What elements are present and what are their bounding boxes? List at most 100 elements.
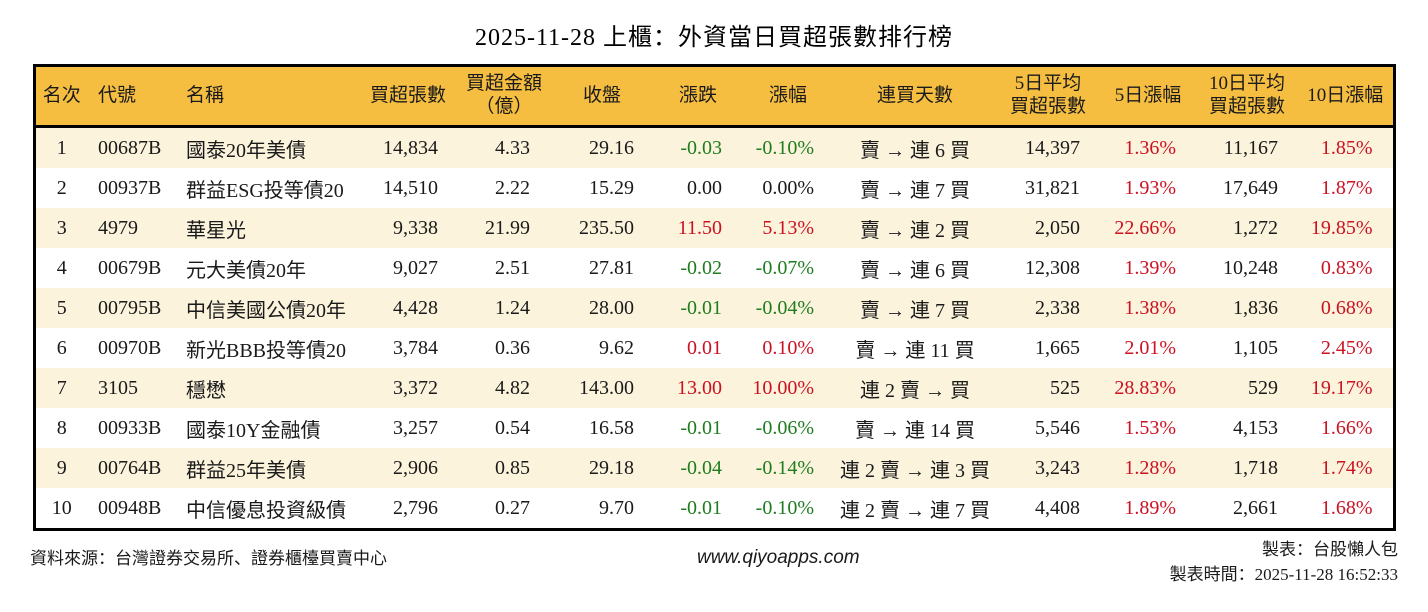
- cell-net_buy_amount: 0.27: [458, 488, 550, 530]
- cell-avg10_volume: 529: [1196, 368, 1298, 408]
- cell-avg5_volume: 12,308: [996, 248, 1100, 288]
- cell-close: 143.00: [550, 368, 654, 408]
- cell-pct10: 2.45%: [1298, 328, 1394, 368]
- cell-code: 00764B: [88, 448, 176, 488]
- cell-avg5_volume: 5,546: [996, 408, 1100, 448]
- cell-change: -0.01: [654, 488, 742, 530]
- table-header: 名次 代號 名稱 買超張數 買超金額 （億） 收盤 漲跌 漲幅 連買天數 5日平均 買超張數 5日漲…: [34, 65, 1394, 128]
- cell-rank: 10: [34, 488, 88, 530]
- table-row: 6 00970B 新光BBB投等債20 3,784 0.36 9.62 0.01 0.10% 賣…: [34, 328, 1394, 368]
- cell-rank: 4: [34, 248, 88, 288]
- cell-avg5_volume: 1,665: [996, 328, 1100, 368]
- cell-close: 29.16: [550, 126, 654, 168]
- cell-close: 27.81: [550, 248, 654, 288]
- cell-net_buy_volume: 9,027: [358, 248, 458, 288]
- cell-pct10: 0.83%: [1298, 248, 1394, 288]
- column-header-net_buy_volume: 買超張數: [358, 65, 458, 128]
- cell-rank: 2: [34, 168, 88, 208]
- cell-avg5_volume: 2,338: [996, 288, 1100, 328]
- cell-net_buy_volume: 4,428: [358, 288, 458, 328]
- cell-streak: 連 2 賣 → 連 3 買: [834, 448, 996, 488]
- cell-change: 0.00: [654, 168, 742, 208]
- cell-change_pct: -0.10%: [742, 126, 834, 168]
- table-row: 1 00687B 國泰20年美債 14,834 4.33 29.16 -0.03 -0.10%…: [34, 126, 1394, 168]
- cell-close: 9.70: [550, 488, 654, 530]
- cell-avg5_volume: 3,243: [996, 448, 1100, 488]
- header-row: 名次 代號 名稱 買超張數 買超金額 （億） 收盤 漲跌 漲幅 連買天數 5日平均 買超張數 5日漲…: [34, 65, 1394, 128]
- cell-rank: 9: [34, 448, 88, 488]
- cell-net_buy_volume: 3,372: [358, 368, 458, 408]
- cell-streak: 賣 → 連 7 買: [834, 168, 996, 208]
- table-body: 1 00687B 國泰20年美債 14,834 4.33 29.16 -0.03 -0.10%…: [34, 126, 1394, 530]
- cell-pct10: 1.68%: [1298, 488, 1394, 530]
- page-title: 2025-11-28 上櫃：外資當日買超張數排行榜: [474, 25, 954, 51]
- table-row: 10 00948B 中信優息投資級債 2,796 0.27 9.70 -0.01 -0.10%…: [34, 488, 1394, 530]
- cell-rank: 5: [34, 288, 88, 328]
- cell-net_buy_amount: 2.22: [458, 168, 550, 208]
- table-row: 2 00937B 群益ESG投等債20 14,510 2.22 15.29 0.00 0.00…: [34, 168, 1394, 208]
- cell-pct5: 1.89%: [1100, 488, 1196, 530]
- cell-pct5: 1.39%: [1100, 248, 1196, 288]
- cell-code: 00795B: [88, 288, 176, 328]
- table-row: 4 00679B 元大美債20年 9,027 2.51 27.81 -0.02 -0.07% 賣…: [34, 248, 1394, 288]
- cell-pct10: 1.74%: [1298, 448, 1394, 488]
- cell-net_buy_amount: 0.85: [458, 448, 550, 488]
- cell-rank: 6: [34, 328, 88, 368]
- cell-name: 中信優息投資級債: [176, 488, 358, 530]
- cell-net_buy_amount: 21.99: [458, 208, 550, 248]
- cell-change: -0.02: [654, 248, 742, 288]
- cell-avg10_volume: 4,153: [1196, 408, 1298, 448]
- cell-avg10_volume: 11,167: [1196, 126, 1298, 168]
- column-header-streak: 連買天數: [834, 65, 996, 128]
- cell-name: 穩懋: [176, 368, 358, 408]
- cell-code: 4979: [88, 208, 176, 248]
- cell-name: 群益ESG投等債20: [176, 168, 358, 208]
- cell-name: 元大美債20年: [176, 248, 358, 288]
- cell-streak: 連 2 賣 → 買: [834, 368, 996, 408]
- cell-name: 中信美國公債20年: [176, 288, 358, 328]
- footer-credits: 製表：台股懶人包 製表時間：2025-11-28 16:52:33: [1170, 538, 1398, 587]
- website-text: www.qiyoapps.com: [696, 547, 860, 568]
- cell-net_buy_volume: 14,834: [358, 126, 458, 168]
- cell-change_pct: 10.00%: [742, 368, 834, 408]
- cell-net_buy_volume: 14,510: [358, 168, 458, 208]
- cell-streak: 賣 → 連 6 買: [834, 248, 996, 288]
- cell-net_buy_amount: 0.36: [458, 328, 550, 368]
- cell-pct10: 19.85%: [1298, 208, 1394, 248]
- cell-pct5: 2.01%: [1100, 328, 1196, 368]
- cell-name: 國泰20年美債: [176, 126, 358, 168]
- cell-change: 13.00: [654, 368, 742, 408]
- made-time-text: 製表時間：2025-11-28 16:52:33: [1169, 564, 1398, 584]
- data-source-text: 資料來源：台灣證券交易所、證券櫃檯買賣中心: [30, 549, 387, 568]
- cell-avg10_volume: 10,248: [1196, 248, 1298, 288]
- cell-close: 29.18: [550, 448, 654, 488]
- cell-streak: 賣 → 連 6 買: [834, 126, 996, 168]
- cell-avg10_volume: 17,649: [1196, 168, 1298, 208]
- cell-pct5: 1.38%: [1100, 288, 1196, 328]
- column-header-change: 漲跌: [654, 65, 742, 128]
- cell-pct10: 19.17%: [1298, 368, 1394, 408]
- cell-net_buy_volume: 3,784: [358, 328, 458, 368]
- cell-change: 11.50: [654, 208, 742, 248]
- cell-streak: 賣 → 連 11 買: [834, 328, 996, 368]
- cell-avg10_volume: 1,836: [1196, 288, 1298, 328]
- cell-code: 00687B: [88, 126, 176, 168]
- cell-pct5: 1.53%: [1100, 408, 1196, 448]
- cell-code: 00933B: [88, 408, 176, 448]
- cell-change_pct: 0.10%: [742, 328, 834, 368]
- column-header-avg5_volume: 5日平均 買超張數: [996, 65, 1100, 128]
- table-row: 7 3105 穩懋 3,372 4.82 143.00 13.00 10.00% 連 2 賣 →…: [34, 368, 1394, 408]
- cell-change: 0.01: [654, 328, 742, 368]
- cell-change_pct: 0.00%: [742, 168, 834, 208]
- column-header-net_buy_amount: 買超金額 （億）: [458, 65, 550, 128]
- column-header-pct5: 5日漲幅: [1100, 65, 1196, 128]
- cell-pct10: 1.66%: [1298, 408, 1394, 448]
- cell-code: 00937B: [88, 168, 176, 208]
- cell-code: 3105: [88, 368, 176, 408]
- table-row: 5 00795B 中信美國公債20年 4,428 1.24 28.00 -0.01 -0.04…: [34, 288, 1394, 328]
- cell-pct10: 0.68%: [1298, 288, 1394, 328]
- cell-net_buy_amount: 4.33: [458, 126, 550, 168]
- cell-avg10_volume: 1,718: [1196, 448, 1298, 488]
- cell-avg10_volume: 1,272: [1196, 208, 1298, 248]
